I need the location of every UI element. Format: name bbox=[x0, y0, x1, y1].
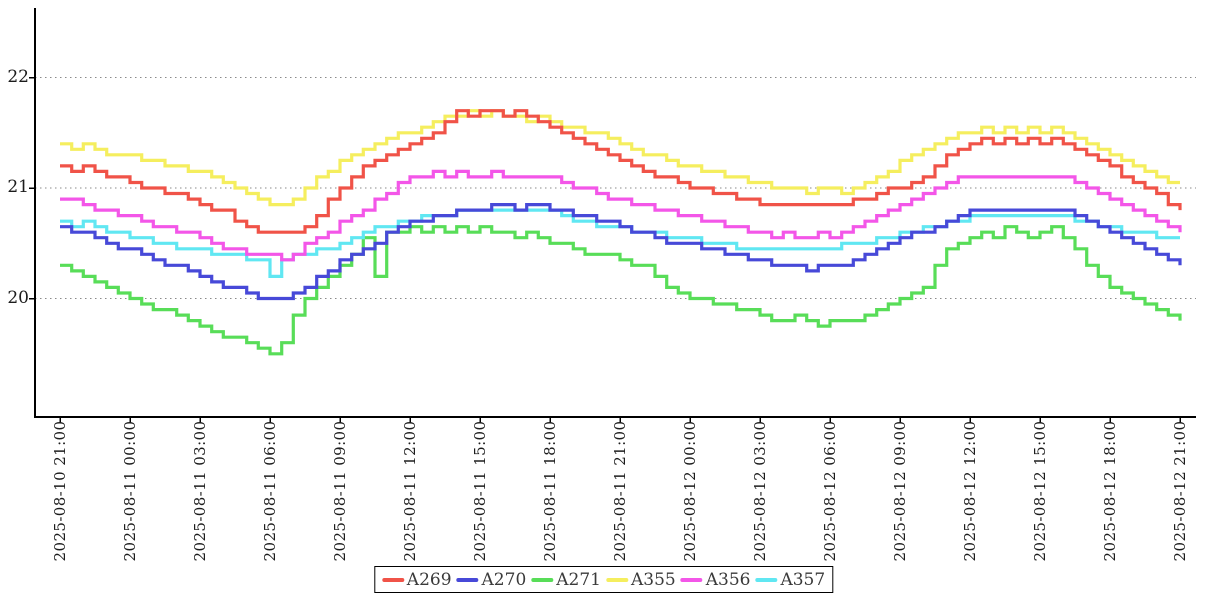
x-tick-label: 2025-08-12 03:00 bbox=[751, 420, 769, 562]
x-tick-label: 2025-08-12 18:00 bbox=[1101, 420, 1119, 562]
legend-swatch-A357 bbox=[755, 577, 778, 582]
legend: A269 A270 A271 A355 A356 A357 bbox=[373, 566, 834, 593]
x-tick-label: 2025-08-11 12:00 bbox=[401, 420, 419, 562]
legend-swatch-A269 bbox=[381, 577, 404, 582]
x-tick-label: 2025-08-12 09:00 bbox=[891, 420, 909, 562]
x-tick-label: 2025-08-10 21:00 bbox=[51, 420, 69, 562]
legend-label: A270 bbox=[481, 569, 527, 590]
legend-item-A271: A271 bbox=[531, 570, 601, 590]
legend-label: A269 bbox=[406, 569, 452, 590]
x-tick-label: 2025-08-12 15:00 bbox=[1031, 420, 1049, 562]
legend-item-A270: A270 bbox=[456, 569, 527, 590]
legend-swatch-A271 bbox=[531, 577, 554, 582]
y-tick-label: 22 bbox=[7, 67, 29, 87]
y-tick-label: 21 bbox=[7, 177, 29, 197]
x-tick-label: 2025-08-11 00:00 bbox=[121, 420, 139, 562]
x-tick-label: 2025-08-12 21:00 bbox=[1171, 420, 1189, 562]
series-line-A355 bbox=[60, 109, 1180, 207]
x-tick-label: 2025-08-11 21:00 bbox=[611, 420, 629, 562]
legend-swatch-A355 bbox=[606, 577, 628, 582]
x-tick-label: 2025-08-11 03:00 bbox=[191, 420, 209, 562]
x-tick-label: 2025-08-12 00:00 bbox=[681, 420, 699, 562]
legend-item-A269: A269 bbox=[381, 569, 452, 590]
legend-item-A357: A357 bbox=[755, 570, 825, 590]
x-tick-label: 2025-08-11 18:00 bbox=[541, 420, 559, 562]
series-line-A271 bbox=[60, 225, 1182, 356]
legend-label: A357 bbox=[780, 569, 826, 590]
legend-label: A271 bbox=[556, 569, 601, 590]
legend-item-A355: A355 bbox=[606, 570, 676, 590]
x-tick-label: 2025-08-11 15:00 bbox=[471, 420, 489, 562]
legend-label: A356 bbox=[705, 569, 751, 590]
legend-item-A356: A356 bbox=[680, 569, 751, 590]
series-line-A356 bbox=[60, 169, 1182, 262]
legend-label: A355 bbox=[631, 569, 676, 590]
x-tick-label: 2025-08-11 09:00 bbox=[331, 420, 349, 562]
x-tick-label: 2025-08-11 06:00 bbox=[261, 420, 279, 562]
series-line-A270 bbox=[60, 203, 1182, 301]
x-tick-label: 2025-08-12 12:00 bbox=[961, 420, 979, 562]
x-tick-label: 2025-08-12 06:00 bbox=[821, 420, 839, 562]
series-line-A269 bbox=[60, 109, 1182, 234]
legend-swatch-A270 bbox=[456, 577, 479, 582]
legend-swatch-A356 bbox=[680, 577, 703, 582]
y-tick-label: 20 bbox=[7, 288, 29, 308]
